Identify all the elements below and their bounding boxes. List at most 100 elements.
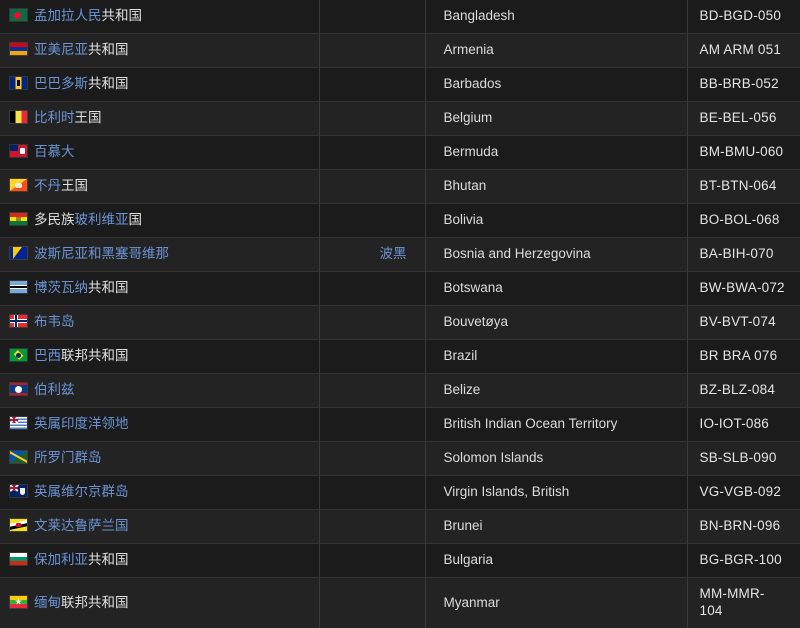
chinese-name-link[interactable]: 不丹 (34, 178, 61, 193)
bosnia-flag (10, 247, 27, 259)
chinese-name-link[interactable]: 巴西 (34, 348, 61, 363)
chinese-name-suffix: 多民族 (34, 212, 75, 227)
english-name-cell: Bolivia (425, 204, 687, 238)
chinese-name-cell: 文莱达鲁萨兰国 (0, 510, 319, 544)
abbreviation-cell: 波黑 (319, 238, 425, 272)
chinese-name-suffix: 共和国 (88, 42, 129, 57)
chinese-name-cell: 保加利亚共和国 (0, 544, 319, 578)
chinese-name-cell: 英属印度洋领地 (0, 408, 319, 442)
country-code-cell: IO-IOT-086 (687, 408, 800, 442)
chinese-name-cell: 英属维尔京群岛 (0, 476, 319, 510)
country-code-cell: BD-BGD-050 (687, 0, 800, 34)
abbreviation-cell (319, 544, 425, 578)
chinese-name-link[interactable]: 文莱达鲁萨兰国 (34, 518, 129, 533)
chinese-name-link[interactable]: 所罗门群岛 (34, 450, 102, 465)
chinese-name-link[interactable]: 博茨瓦纳 (34, 280, 88, 295)
chinese-name-link[interactable]: 亚美尼亚 (34, 42, 88, 57)
country-code-cell: BM-BMU-060 (687, 136, 800, 170)
abbreviation-link[interactable]: 波黑 (380, 246, 407, 261)
myanmar-flag (10, 596, 27, 608)
chinese-name-cell: 博茨瓦纳共和国 (0, 272, 319, 306)
chinese-name-cell: 波斯尼亚和黑塞哥维那 (0, 238, 319, 272)
bermuda-flag (10, 145, 27, 157)
chinese-name-link[interactable]: 百慕大 (34, 144, 75, 159)
chinese-name-link[interactable]: 波斯尼亚和黑塞哥维那 (34, 246, 169, 261)
chinese-name-cell: 巴巴多斯共和国 (0, 68, 319, 102)
chinese-name-cell: 所罗门群岛 (0, 442, 319, 476)
chinese-name-link[interactable]: 缅甸 (34, 595, 61, 610)
chinese-name-suffix: 共和国 (88, 552, 129, 567)
chinese-name-link[interactable]: 巴巴多斯 (34, 76, 88, 91)
country-code-cell: AM ARM 051 (687, 34, 800, 68)
biot-flag (10, 417, 27, 429)
chinese-name-cell: 亚美尼亚共和国 (0, 34, 319, 68)
abbreviation-cell (319, 136, 425, 170)
chinese-name-cell: 巴西联邦共和国 (0, 340, 319, 374)
chinese-name-suffix: 联邦共和国 (61, 348, 129, 363)
english-name-cell: Bhutan (425, 170, 687, 204)
abbreviation-cell (319, 272, 425, 306)
chinese-name-link[interactable]: 伯利兹 (34, 382, 75, 397)
chinese-name-cell: 多民族玻利维亚国 (0, 204, 319, 238)
chinese-name-suffix: 王国 (61, 178, 88, 193)
bulgaria-flag (10, 553, 27, 565)
country-code-cell: BE-BEL-056 (687, 102, 800, 136)
english-name-cell: British Indian Ocean Territory (425, 408, 687, 442)
british-virgin-islands-flag (10, 485, 27, 497)
english-name-cell: Bulgaria (425, 544, 687, 578)
country-code-cell: VG-VGB-092 (687, 476, 800, 510)
english-name-cell: Bosnia and Herzegovina (425, 238, 687, 272)
chinese-name-cell: 不丹王国 (0, 170, 319, 204)
abbreviation-cell (319, 442, 425, 476)
english-name-cell: Solomon Islands (425, 442, 687, 476)
english-name-cell: Belgium (425, 102, 687, 136)
chinese-name-link[interactable]: 比利时 (34, 110, 75, 125)
chinese-name-link[interactable]: 英属印度洋领地 (34, 416, 129, 431)
chinese-name-link[interactable]: 英属维尔京群岛 (34, 484, 129, 499)
country-code-cell: BB-BRB-052 (687, 68, 800, 102)
chinese-name-link[interactable]: 布韦岛 (34, 314, 75, 329)
belgium-flag (10, 111, 27, 123)
english-name-cell: Myanmar (425, 578, 687, 628)
abbreviation-cell (319, 204, 425, 238)
abbreviation-cell (319, 374, 425, 408)
country-code-cell: MM-MMR-104 (687, 578, 800, 628)
abbreviation-cell (319, 34, 425, 68)
chinese-name-suffix: 共和国 (88, 76, 129, 91)
english-name-cell: Brazil (425, 340, 687, 374)
abbreviation-cell (319, 340, 425, 374)
country-code-cell: BT-BTN-064 (687, 170, 800, 204)
chinese-name-cell: 缅甸联邦共和国 (0, 578, 319, 628)
english-name-cell: Botswana (425, 272, 687, 306)
chinese-name-link[interactable]: 孟加拉人民 (34, 8, 102, 23)
belize-flag (10, 383, 27, 395)
country-code-cell: SB-SLB-090 (687, 442, 800, 476)
abbreviation-cell (319, 306, 425, 340)
chinese-name-suffix: 共和国 (88, 280, 129, 295)
abbreviation-cell (319, 408, 425, 442)
english-name-cell: Brunei (425, 510, 687, 544)
chinese-name-link[interactable]: 保加利亚 (34, 552, 88, 567)
chinese-name-suffix: 国 (129, 212, 143, 227)
english-name-cell: Bangladesh (425, 0, 687, 34)
armenia-flag (10, 43, 27, 55)
chinese-name-cell: 布韦岛 (0, 306, 319, 340)
english-name-cell: Bouvetøya (425, 306, 687, 340)
chinese-name-link[interactable]: 玻利维亚 (75, 212, 129, 227)
